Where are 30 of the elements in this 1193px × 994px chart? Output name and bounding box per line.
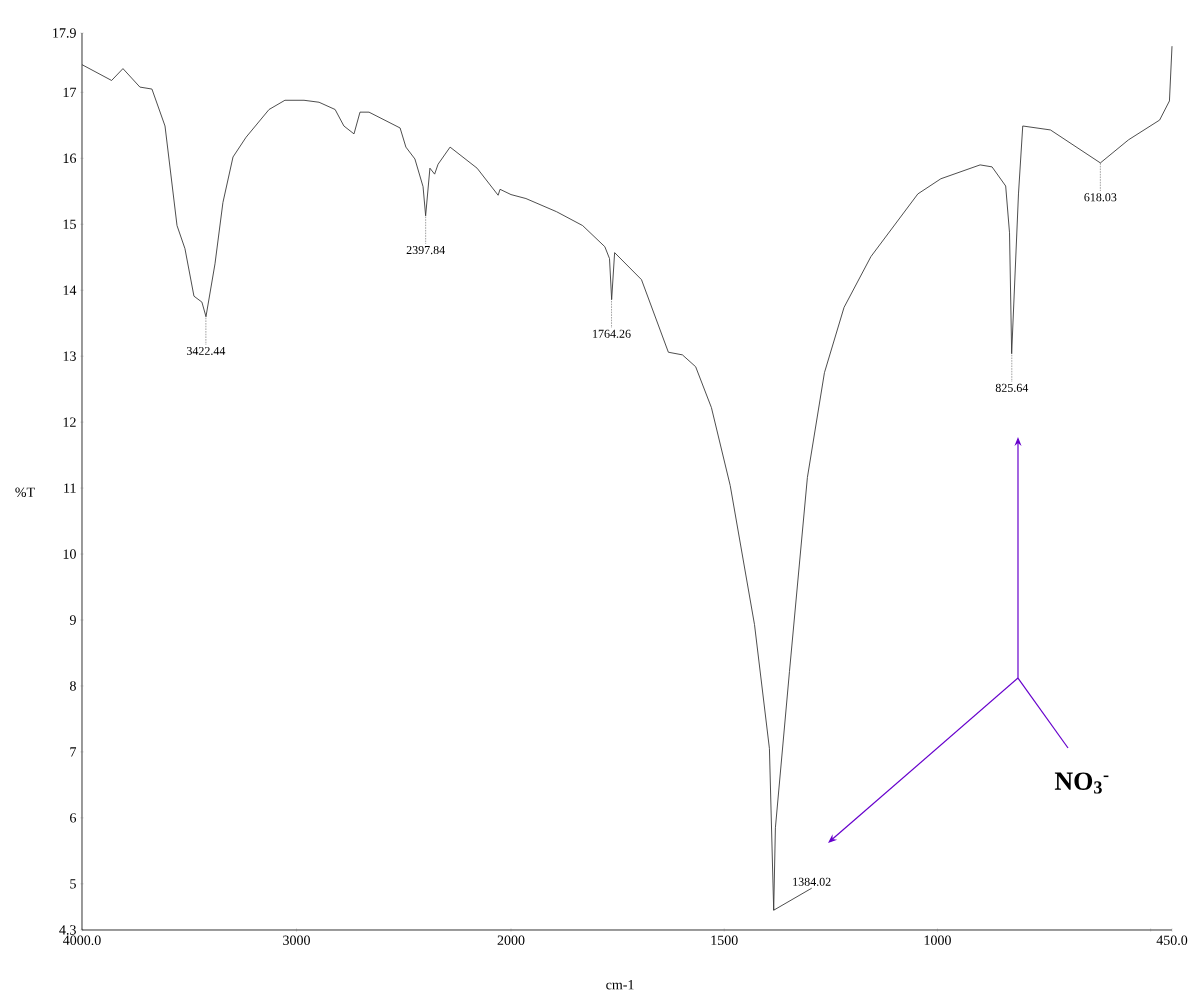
y-tick-label: 7: [70, 747, 77, 757]
annotation: 1384.02: [793, 877, 831, 886]
annotation: 618.03: [1084, 193, 1117, 202]
annotation: NO$_{3}$-: [1054, 772, 1109, 794]
y-tick-label: 8: [70, 681, 76, 691]
y-tick-label: 4.3: [59, 925, 76, 935]
x-axis-title: cm-1: [606, 980, 634, 990]
x-tick-label: 3000: [283, 935, 310, 945]
y-axis-title: %T: [15, 487, 35, 498]
x-tick-label: 4000.0: [63, 935, 101, 946]
y-tick-label: 6: [70, 813, 77, 823]
annotation: 3422.44: [186, 346, 226, 356]
y-tick-label: 15: [63, 219, 76, 229]
x-tick-label: 450.0: [1156, 935, 1188, 946]
x-tick-label: 1000: [924, 935, 951, 945]
annotation: 1764.26: [593, 329, 631, 338]
x-tick-label: 1500: [711, 935, 738, 945]
x-tick-label: 2000: [497, 935, 525, 945]
y-tick-label: 17.9: [53, 28, 76, 38]
y-tick-label: 13: [63, 351, 76, 361]
annotation: 825.64: [995, 383, 1029, 392]
y-tick-label: 5: [70, 879, 76, 889]
y-tick-label: 10: [63, 549, 76, 559]
y-tick-label: 16: [63, 153, 77, 164]
annotation: 2397.84: [406, 245, 445, 255]
y-tick-label: 17: [63, 87, 77, 97]
y-tick-label: 14: [63, 285, 77, 295]
y-tick-label: 12: [63, 417, 76, 427]
y-tick-label: 9: [69, 615, 76, 625]
y-tick-label: 11: [64, 483, 76, 493]
